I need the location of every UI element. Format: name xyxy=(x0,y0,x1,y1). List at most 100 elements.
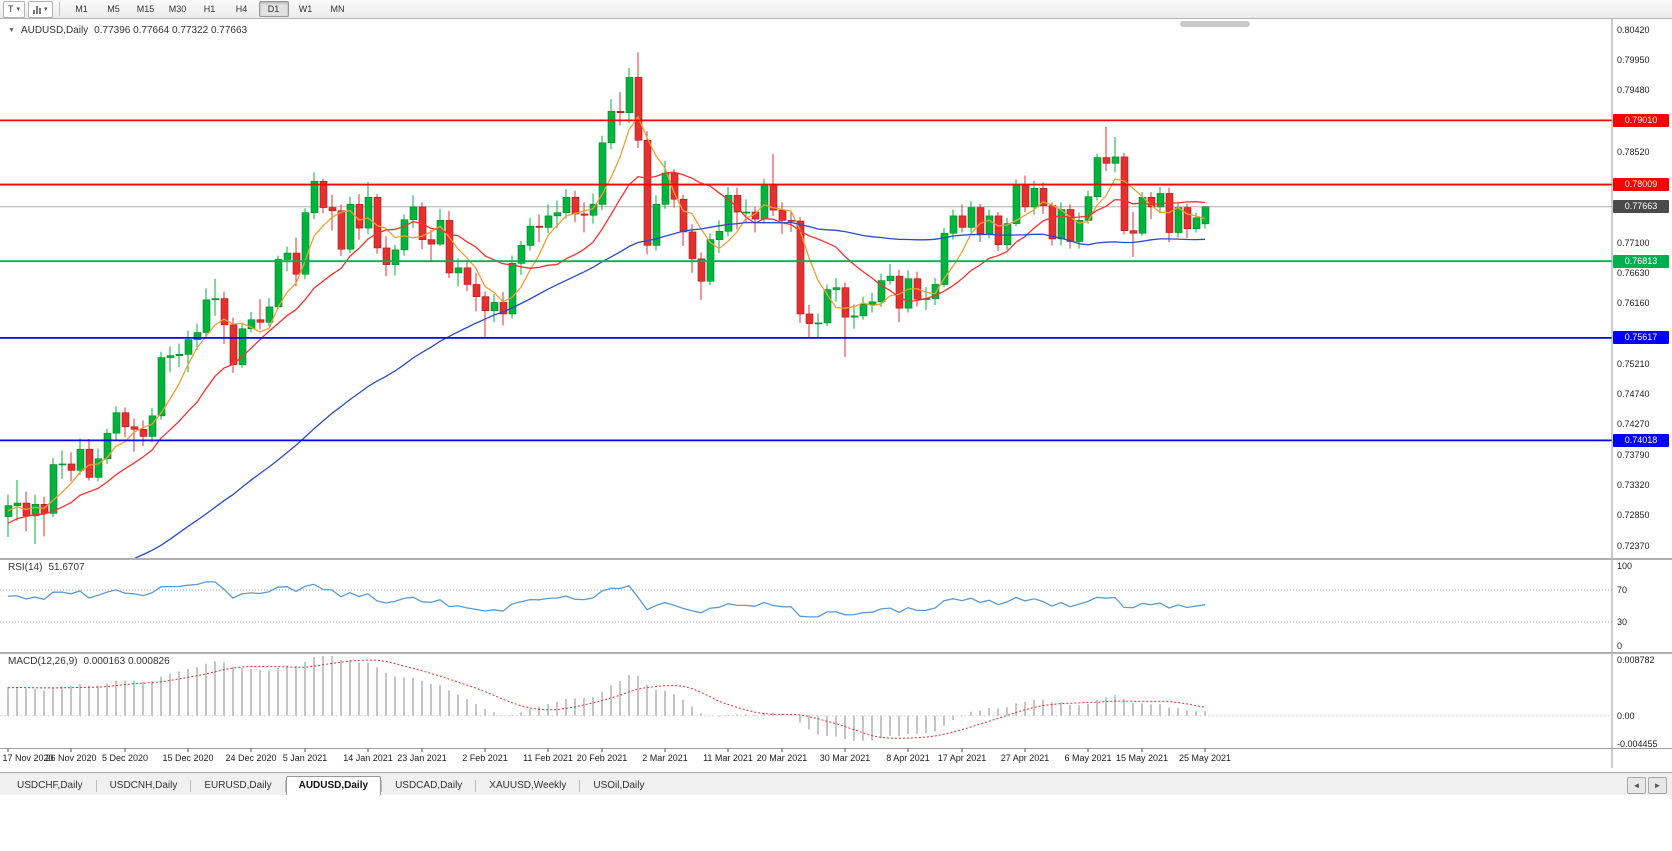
candle xyxy=(724,187,733,237)
timeframe-d1-button[interactable]: D1 xyxy=(258,1,289,17)
tab-separator xyxy=(381,779,383,792)
candle xyxy=(868,292,877,313)
candle xyxy=(85,438,94,481)
candle xyxy=(166,346,175,373)
candle xyxy=(220,291,229,345)
chart-tab-usdcad[interactable]: USDCAD,Daily xyxy=(395,780,463,791)
candle xyxy=(598,135,607,211)
candle xyxy=(805,304,814,338)
timeframe-m5-button[interactable]: M5 xyxy=(107,4,120,14)
candle xyxy=(400,214,409,256)
timeframe-button-group: M1 M5 M15 M30 H1 H4 D1 W1 MN xyxy=(66,1,354,17)
collapse-triangle-icon[interactable]: ▼ xyxy=(8,27,15,34)
chart-tab-usoil[interactable]: USOil,Daily xyxy=(593,780,645,791)
tab-scroll-nav: ◄ ► xyxy=(1627,777,1667,794)
candle xyxy=(328,194,337,231)
candle xyxy=(634,52,643,148)
horizontal-scrollbar-thumb[interactable] xyxy=(1180,21,1250,27)
candle xyxy=(850,304,859,329)
candle xyxy=(454,258,463,287)
candle xyxy=(1129,212,1138,257)
tab-separator xyxy=(284,779,286,792)
toolbar: T ▾ ▾ M1 M5 M15 M30 H1 H4 D1 W1 MN xyxy=(0,0,1672,19)
candle xyxy=(688,224,697,273)
chart-style-button[interactable]: ▾ xyxy=(28,0,53,18)
chart-tabs-bar: USDCHF,Daily USDCNH,Daily EURUSD,Daily AUDU… xyxy=(0,772,1672,795)
candle xyxy=(1075,212,1084,249)
candle xyxy=(679,194,688,247)
candle xyxy=(481,291,490,338)
candle xyxy=(535,214,544,243)
chart-tab-audusd[interactable]: AUDUSD,Daily xyxy=(285,776,382,795)
templates-button[interactable]: T ▾ xyxy=(3,0,26,18)
chart-tab-usdcnh[interactable]: USDCNH,Daily xyxy=(109,780,178,791)
candle xyxy=(1039,182,1048,214)
candle xyxy=(94,448,103,482)
rsi-indicator-value: 51.6707 xyxy=(48,562,85,573)
chart-tab-eurusd[interactable]: EURUSD,Daily xyxy=(204,780,272,791)
timeframe-h1-button[interactable]: H1 xyxy=(203,4,216,14)
candle xyxy=(1111,137,1120,173)
rsi-title: RSI(14) 51.6707 xyxy=(8,562,85,573)
candle xyxy=(445,210,454,279)
timeframe-mn-button[interactable]: MN xyxy=(330,4,345,14)
candle xyxy=(49,458,58,518)
timeframe-h4-button[interactable]: H4 xyxy=(235,4,248,14)
macd-layer xyxy=(0,655,1612,741)
candle xyxy=(1120,153,1129,235)
timeframe-m30-button[interactable]: M30 xyxy=(168,4,187,14)
ma-fast-line xyxy=(7,115,1206,512)
candle xyxy=(202,288,211,338)
candle xyxy=(238,322,247,368)
chart-canvas[interactable] xyxy=(0,0,1672,770)
candle xyxy=(517,240,526,275)
templates-button-label: T xyxy=(8,4,14,14)
ma-mid-line xyxy=(7,171,1206,524)
candle xyxy=(382,236,391,277)
caret-down-icon: ▾ xyxy=(16,5,21,13)
candle xyxy=(463,262,472,291)
tab-scroll-right-icon[interactable]: ► xyxy=(1648,777,1667,794)
candle xyxy=(625,67,634,123)
tab-separator xyxy=(475,779,477,792)
candle xyxy=(886,263,895,285)
macd-indicator-values: 0.000163 0.000826 xyxy=(83,656,170,667)
candle xyxy=(1183,203,1192,239)
candles-layer xyxy=(4,52,1210,545)
candle xyxy=(1201,206,1210,229)
candle xyxy=(130,418,139,452)
chart-tab-xauusd[interactable]: XAUUSD,Weekly xyxy=(489,780,567,791)
candle xyxy=(364,181,373,234)
rsi-line xyxy=(7,581,1206,618)
candle xyxy=(553,200,562,229)
candle xyxy=(877,273,886,307)
main-chart-layer xyxy=(0,52,1612,558)
candle xyxy=(256,299,265,330)
candle xyxy=(499,292,508,326)
candle xyxy=(580,202,589,233)
tab-scroll-left-icon[interactable]: ◄ xyxy=(1627,777,1646,794)
candle xyxy=(904,270,913,313)
candle xyxy=(832,278,841,302)
candle xyxy=(841,282,850,357)
candle xyxy=(796,217,805,323)
candle xyxy=(1093,153,1102,201)
timeframe-m15-button[interactable]: M15 xyxy=(136,4,155,14)
candle xyxy=(427,229,436,262)
candle xyxy=(409,195,418,229)
candle xyxy=(247,312,256,333)
chart-tab-usdchf[interactable]: USDCHF,Daily xyxy=(17,780,83,791)
timeframe-m1-button[interactable]: M1 xyxy=(75,4,88,14)
candle xyxy=(13,479,22,522)
candle xyxy=(823,284,832,327)
candle xyxy=(1102,126,1111,172)
chart-symbol-label: AUDUSD,Daily xyxy=(20,25,89,36)
candle xyxy=(931,278,940,305)
candle xyxy=(391,244,400,276)
candle xyxy=(112,406,121,441)
candle xyxy=(157,351,166,420)
candle xyxy=(994,212,1003,252)
candle xyxy=(490,294,499,323)
tab-separator xyxy=(95,779,97,792)
timeframe-w1-button[interactable]: W1 xyxy=(298,4,313,14)
